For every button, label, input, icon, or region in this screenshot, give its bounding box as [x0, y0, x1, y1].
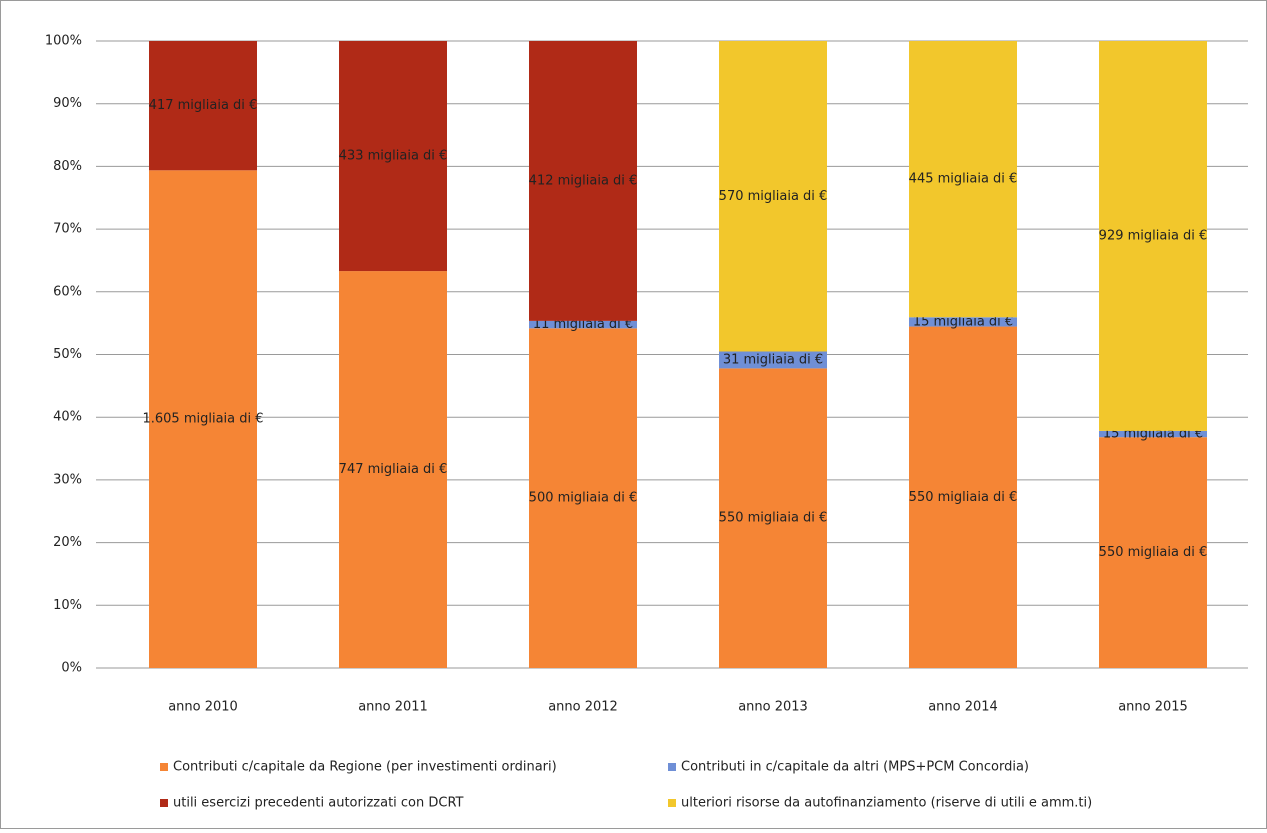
- legend-swatch: [160, 799, 168, 807]
- data-label: 433 migliaia di €: [339, 149, 448, 164]
- legend-label: utili esercizi precedenti autorizzati co…: [173, 796, 464, 811]
- bar-segment: [529, 328, 637, 668]
- bar-segment: [719, 368, 827, 668]
- x-tick-label: anno 2014: [928, 700, 998, 715]
- data-label: 31 migliaia di €: [723, 352, 823, 367]
- data-label: 417 migliaia di €: [149, 98, 258, 113]
- data-label: 550 migliaia di €: [909, 490, 1018, 505]
- y-tick-label: 20%: [53, 535, 82, 550]
- y-tick-label: 30%: [53, 472, 82, 487]
- data-label: 500 migliaia di €: [529, 491, 638, 506]
- bar-segment: [149, 41, 257, 171]
- legend-label: Contributi in c/capitale da altri (MPS+P…: [681, 760, 1029, 775]
- legend-label: ulteriori risorse da autofinanziamento (…: [681, 796, 1092, 811]
- bar-segment: [909, 317, 1017, 327]
- data-label: 550 migliaia di €: [1099, 545, 1208, 560]
- legend-swatch: [160, 763, 168, 771]
- y-tick-label: 70%: [53, 222, 82, 237]
- legend-swatch: [668, 763, 676, 771]
- x-tick-label: anno 2011: [358, 700, 428, 715]
- data-label: 747 migliaia di €: [339, 462, 448, 477]
- data-label: 929 migliaia di €: [1099, 228, 1208, 243]
- data-label: 15 migliaia di €: [913, 314, 1013, 329]
- x-tick-label: anno 2012: [548, 700, 618, 715]
- y-tick-label: 60%: [53, 284, 82, 299]
- y-tick-label: 50%: [53, 347, 82, 362]
- bar-segment: [909, 41, 1017, 318]
- bar-segment: [149, 170, 257, 668]
- bar-segment: [529, 41, 637, 321]
- data-label: 412 migliaia di €: [529, 173, 638, 188]
- y-tick-label: 10%: [53, 598, 82, 613]
- y-tick-label: 90%: [53, 96, 82, 111]
- y-tick-label: 80%: [53, 159, 82, 174]
- bar-segment: [339, 41, 447, 272]
- data-label: 550 migliaia di €: [719, 511, 828, 526]
- data-label: 1.605 migliaia di €: [142, 412, 263, 427]
- x-tick-label: anno 2010: [168, 700, 238, 715]
- y-tick-label: 100%: [45, 34, 82, 49]
- x-tick-label: anno 2013: [738, 700, 808, 715]
- bar-segment: [719, 41, 827, 352]
- x-tick-label: anno 2015: [1118, 700, 1188, 715]
- bar-segment: [719, 351, 827, 369]
- y-tick-label: 0%: [61, 661, 82, 676]
- legend-swatch: [668, 799, 676, 807]
- bar-segment: [529, 320, 637, 329]
- bar-segment: [909, 326, 1017, 668]
- bar-segment: [1099, 430, 1207, 438]
- bar-segment: [339, 271, 447, 668]
- bar-segment: [1099, 41, 1207, 431]
- bar-segment: [1099, 437, 1207, 668]
- data-label: 570 migliaia di €: [719, 189, 828, 204]
- legend-label: Contributi c/capitale da Regione (per in…: [173, 760, 557, 775]
- data-label: 445 migliaia di €: [909, 172, 1018, 187]
- y-tick-label: 40%: [53, 410, 82, 425]
